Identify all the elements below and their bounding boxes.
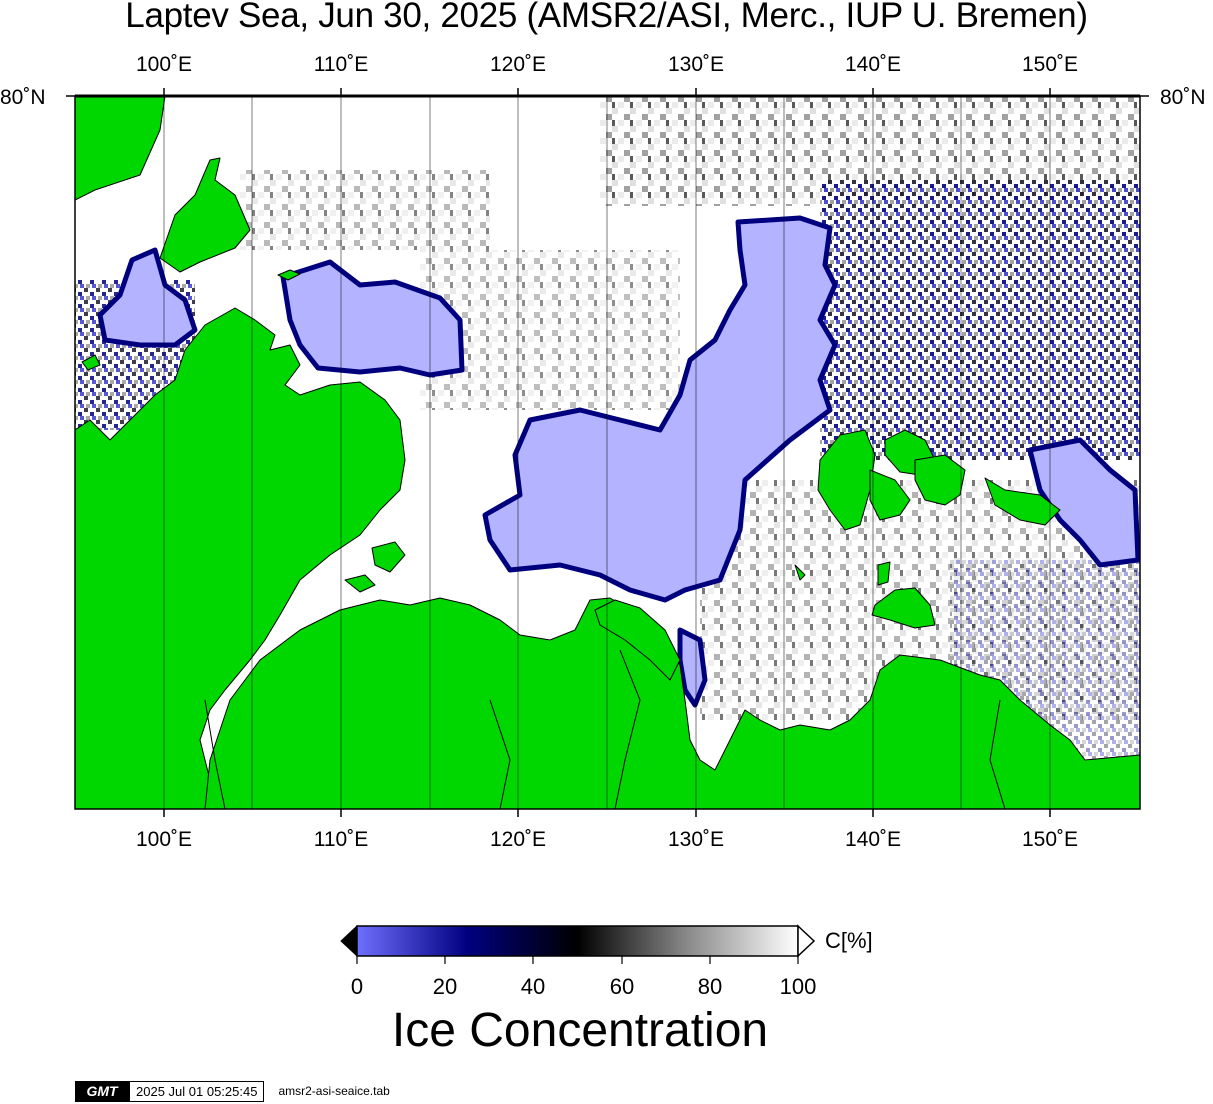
colorbar <box>340 924 816 964</box>
generation-timestamp: 2025 Jul 01 05:25:45 <box>129 1080 265 1102</box>
open-water-central <box>482 215 838 603</box>
colorbar-tick-100: 100 <box>779 974 817 999</box>
gmt-logo: GMT <box>75 1080 129 1102</box>
lat-label-left: 80˚N <box>0 86 46 109</box>
kotelny-island <box>817 429 876 531</box>
source-filename: amsr2-asi-seaice.tab <box>278 1084 390 1098</box>
khatanga-island <box>344 574 376 593</box>
lon-tick-top-120: 120˚E <box>489 53 547 76</box>
open-water-north-taimyr <box>280 259 465 378</box>
lon-tick-bottom-130: 130˚E <box>667 828 725 851</box>
siberian-mainland <box>204 597 1140 809</box>
stolbovoy-island <box>877 561 891 586</box>
lon-tick-top-140: 140˚E <box>844 53 902 76</box>
lon-tick-bottom-110: 110˚E <box>313 828 369 851</box>
lena-delta-coast <box>594 599 681 681</box>
lon-tick-bottom-100: 100˚E <box>135 828 193 851</box>
colorbar-tick-0: 0 <box>350 974 364 999</box>
island-west-fragment <box>81 354 101 371</box>
bennett-island <box>984 477 1061 526</box>
colorbar-unit: C[%] <box>825 928 873 953</box>
new-siberia-island <box>914 454 966 506</box>
lon-tick-bottom-150: 150˚E <box>1021 828 1079 851</box>
colorbar-tick-40: 40 <box>520 974 546 999</box>
lon-tick-top-100: 100˚E <box>135 53 193 76</box>
frame-ticks <box>66 88 1149 817</box>
colorbar-over-triangle <box>797 924 816 958</box>
begichev-island <box>371 541 406 573</box>
land-masses <box>75 96 1140 809</box>
lon-tick-top-110: 110˚E <box>313 53 369 76</box>
lat-label-right: 80˚N <box>1160 86 1206 109</box>
colorbar-tick-80: 80 <box>697 974 723 999</box>
lon-tick-bottom-120: 120˚E <box>489 828 547 851</box>
open-water-regions <box>97 215 1140 708</box>
lon-tick-bottom-140: 140˚E <box>844 828 902 851</box>
severnaya-zemlya-east <box>159 157 251 273</box>
lon-tick-top-130: 130˚E <box>667 53 725 76</box>
rivers <box>204 649 1006 809</box>
colorbar-under-triangle <box>340 924 358 958</box>
colorbar-tick-60: 60 <box>609 974 635 999</box>
colorbar-title: Ice Concentration <box>391 1004 769 1057</box>
bolshoy-lyakhovsky-island <box>871 587 936 629</box>
taymyr-peninsula <box>75 307 406 809</box>
colorbar-gradient <box>356 925 799 957</box>
gmt-timestamp-footer: GMT 2025 Jul 01 05:25:45 amsr2-asi-seaic… <box>75 1080 390 1102</box>
colorbar-ticks <box>356 956 799 964</box>
meridian-lines <box>163 96 1051 809</box>
colorbar-tick-20: 20 <box>432 974 458 999</box>
lon-tick-top-150: 150˚E <box>1021 53 1079 76</box>
open-water-west <box>97 247 198 348</box>
small-island-east <box>794 564 806 581</box>
severnaya-zemlya-west <box>75 96 166 201</box>
map-title: Laptev Sea, Jun 30, 2025 (AMSR2/ASI, Mer… <box>125 0 1088 35</box>
bolshevik-island-small <box>277 269 301 281</box>
bunge-land <box>869 469 911 521</box>
